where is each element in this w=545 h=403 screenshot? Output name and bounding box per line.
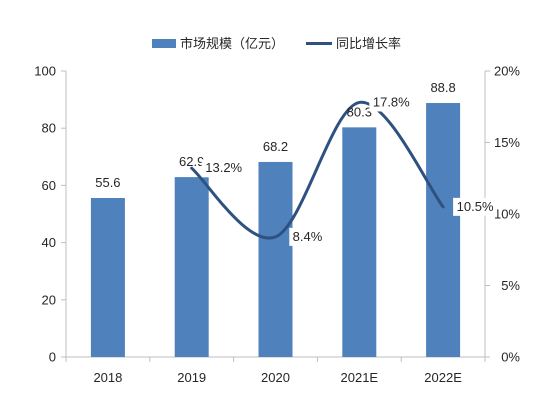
legend: 市场规模（亿元） 同比增长率 xyxy=(152,36,401,52)
bar-2018 xyxy=(90,197,125,357)
y-left-tick-label: 40 xyxy=(42,235,56,250)
bars xyxy=(90,103,461,357)
growth-label-bg xyxy=(453,197,498,216)
y-left-tick-label: 100 xyxy=(34,64,56,79)
growth-line-layer xyxy=(190,100,445,240)
legend-swatch-market-size xyxy=(152,39,176,48)
bar-value-label-2022E: 88.8 xyxy=(430,80,455,95)
bar-2021E xyxy=(342,127,377,357)
legend-label-growth-rate: 同比增长率 xyxy=(336,36,401,52)
growth-label-bg xyxy=(369,93,414,112)
bar-value-label-2021E: 80.3 xyxy=(347,104,372,119)
x-tick-label: 2021E xyxy=(341,370,379,385)
y-left-tick-label: 80 xyxy=(42,121,56,136)
legend-label-market-size: 市场规模（亿元） xyxy=(180,36,284,52)
y-left-tick-label: 20 xyxy=(42,292,56,307)
y-right-tick-label: 5% xyxy=(501,278,520,293)
bar-value-label-2019: 62.9 xyxy=(179,154,204,169)
y-left-tick-label: 0 xyxy=(49,350,56,365)
y-right-tick-label: 20% xyxy=(494,64,520,79)
y-left-tick-label: 60 xyxy=(42,178,56,193)
bar-value-label-2018: 55.6 xyxy=(95,175,120,190)
bar-2020 xyxy=(258,161,293,357)
growth-rate-label-2019: 13.2% xyxy=(205,160,242,175)
x-tick-label: 2019 xyxy=(177,370,206,385)
bar-2022E xyxy=(426,103,461,357)
y-right-tick-label: 10% xyxy=(494,207,520,222)
bar-2019 xyxy=(174,177,209,357)
x-tick-label: 2022E xyxy=(424,370,462,385)
axes: 0 20 40 60 80 100 0% 5% 10% 15% 20% 2018 2019 2020 202… xyxy=(34,64,520,386)
growth-rate-label-2021E: 17.8% xyxy=(373,94,410,109)
growth-label-bg xyxy=(289,227,326,246)
y-right-tick-label: 15% xyxy=(494,135,520,150)
growth-rate-label-2022E: 10.5% xyxy=(457,199,494,214)
growth-rate-line xyxy=(190,100,445,240)
x-tick-label: 2020 xyxy=(261,370,290,385)
growth-label-bg xyxy=(201,159,246,178)
data-labels: 55.6 62.9 68.2 80.3 88.8 13.2% 8.4% 17.8% 10.5% xyxy=(95,80,498,246)
growth-rate-label-2020: 8.4% xyxy=(293,229,323,244)
bar-value-label-2020: 68.2 xyxy=(263,139,288,154)
x-tick-label: 2018 xyxy=(93,370,122,385)
y-right-tick-label: 0% xyxy=(501,350,520,365)
